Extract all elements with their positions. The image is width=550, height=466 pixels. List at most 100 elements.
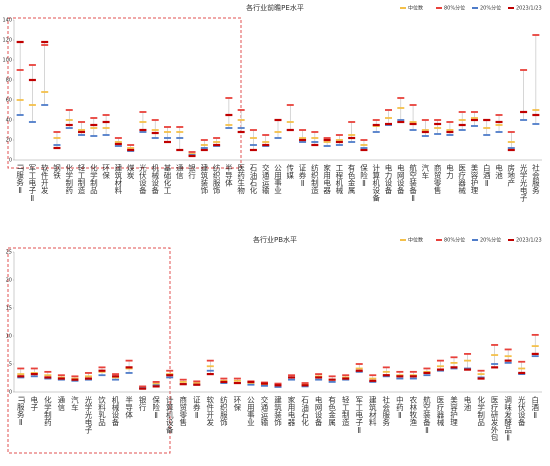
- y-tick-label: 10: [6, 334, 12, 340]
- x-tick-label: 有色金属: [347, 163, 356, 196]
- x-tick-label: 光学光电子: [519, 163, 528, 202]
- x-tick-label: 煤炭: [126, 163, 135, 181]
- y-tick-label: 0: [9, 390, 12, 396]
- x-tick-label: 家用电器: [287, 395, 296, 428]
- x-tick-label: 电力设备: [384, 163, 393, 196]
- y-tick-label: 40: [6, 118, 12, 124]
- x-tick-label: 环保: [101, 164, 110, 181]
- x-tick-label: 交通运输: [261, 163, 270, 196]
- x-tick-label: 银行: [138, 396, 147, 413]
- highlight-box: [7, 247, 171, 454]
- x-tick-label: 商贸零售: [433, 163, 442, 196]
- x-tick-label: 医疗研发外包: [490, 396, 499, 442]
- x-tick-label: 证券Ⅱ: [298, 164, 307, 188]
- legend-label: 80%分位: [444, 5, 465, 12]
- legend-label: 20%分位: [480, 5, 501, 12]
- legend-label: 2023/1/23: [516, 6, 542, 12]
- x-tick-label: 通信: [175, 163, 184, 181]
- x-tick-label: 社会服务: [382, 395, 391, 428]
- legend-label: 中位数: [408, 5, 423, 12]
- x-tick-label: 社会服务: [531, 163, 540, 196]
- y-tick-label: 120: [2, 38, 12, 44]
- x-tick-label: 保险Ⅱ: [359, 164, 368, 188]
- y-tick-label: 20: [6, 138, 12, 144]
- x-tick-label: 饮料乳品: [97, 395, 106, 428]
- x-tick-label: 航空装备Ⅱ: [422, 395, 431, 435]
- x-tick-label: 计算机设备: [165, 395, 174, 435]
- x-tick-label: 中药Ⅱ: [395, 395, 404, 420]
- x-tick-label: 银行: [187, 164, 196, 181]
- x-tick-label: 建筑装饰: [273, 395, 282, 428]
- x-tick-label: 轻工制造: [341, 395, 350, 428]
- x-tick-label: 电网设备: [396, 163, 405, 196]
- x-tick-label: 电池: [463, 395, 472, 412]
- x-tick-label: 化学制品: [476, 395, 485, 428]
- x-tick-label: 化学制药: [43, 395, 52, 428]
- x-tick-label: 石油石化: [300, 396, 309, 428]
- x-tick-label: 军工电子Ⅱ: [354, 396, 363, 435]
- x-tick-label: 调味发酵品Ⅱ: [503, 396, 512, 443]
- x-tick-label: 电子: [30, 395, 39, 412]
- x-tick-label: 石油石化: [249, 164, 258, 196]
- x-tick-label: IT服务Ⅱ: [15, 164, 24, 195]
- x-tick-label: 军工电子Ⅱ: [28, 164, 37, 203]
- x-tick-label: 公用事业: [273, 164, 282, 194]
- x-tick-label: 工程机械: [335, 164, 344, 195]
- x-tick-label: 机械设备: [111, 395, 120, 428]
- x-tick-label: 公用事业: [246, 396, 255, 426]
- x-tick-label: 电池: [494, 163, 503, 180]
- y-tick-label: 140: [2, 18, 12, 24]
- x-tick-label: 家用电器: [322, 163, 331, 196]
- x-tick-label: 建筑材料: [368, 395, 377, 428]
- x-tick-label: 汽车: [421, 163, 430, 181]
- x-tick-label: 医疗器械: [436, 396, 445, 428]
- x-tick-label: 钢铁: [52, 163, 61, 181]
- legend-label: 中位数: [408, 237, 423, 244]
- x-tick-label: 农林牧渔: [409, 395, 418, 427]
- x-tick-label: IT服务Ⅱ: [16, 396, 25, 427]
- x-tick-label: 保险Ⅱ: [151, 396, 160, 420]
- x-tick-label: 交通运输: [260, 395, 269, 428]
- x-tick-label: 通信: [57, 395, 66, 413]
- y-tick-label: 20: [6, 278, 12, 284]
- x-tick-label: 证券Ⅱ: [192, 396, 201, 420]
- x-tick-label: 软件开发: [40, 163, 49, 196]
- x-tick-label: 基础化工: [163, 163, 172, 195]
- x-tick-label: 商贸零售: [178, 395, 187, 428]
- x-tick-label: 医疗器械: [457, 164, 466, 196]
- x-tick-label: 计算机设备: [371, 163, 380, 203]
- chart-title: 各行业前瞻PE水平: [246, 3, 304, 12]
- x-tick-label: 化学制品: [89, 163, 98, 196]
- legend-label: 2023/1/23: [516, 238, 542, 244]
- x-tick-label: 光学光电子: [84, 395, 93, 434]
- chart-title: 各行业PB水平: [253, 235, 297, 244]
- y-tick-label: 5: [9, 362, 12, 368]
- x-tick-label: 房地产: [507, 163, 516, 188]
- x-tick-label: 光伏设备: [517, 395, 526, 428]
- x-tick-label: 纺织服饰: [212, 163, 221, 196]
- x-tick-label: 纺织服饰: [219, 395, 228, 428]
- x-tick-label: 半导体: [124, 395, 133, 420]
- y-tick-label: 60: [6, 98, 12, 104]
- y-tick-label: 15: [6, 306, 12, 312]
- highlight-box: [7, 17, 242, 169]
- x-tick-label: 有色金属: [327, 395, 336, 428]
- y-tick-label: 100: [2, 58, 12, 64]
- x-tick-label: 化学制药: [65, 163, 74, 196]
- x-tick-label: 汽车: [70, 395, 79, 413]
- legend-label: 80%分位: [444, 237, 465, 244]
- x-tick-label: 航空装备Ⅱ: [408, 163, 417, 203]
- x-tick-label: 白酒Ⅱ: [482, 163, 491, 188]
- y-tick-label: 0: [9, 158, 12, 164]
- x-tick-label: 电网设备: [314, 395, 323, 428]
- legend-label: 20%分位: [480, 237, 501, 244]
- x-tick-label: 软件开发: [206, 395, 215, 428]
- x-tick-label: 纺织制造: [310, 163, 319, 196]
- x-tick-label: 传媒: [286, 163, 295, 181]
- x-tick-label: 半导体: [224, 163, 233, 188]
- x-tick-label: 美容护理: [470, 163, 479, 195]
- x-tick-label: 光伏设备: [138, 163, 147, 196]
- x-tick-label: 环保: [233, 396, 242, 413]
- x-tick-label: 医药生物: [236, 164, 245, 196]
